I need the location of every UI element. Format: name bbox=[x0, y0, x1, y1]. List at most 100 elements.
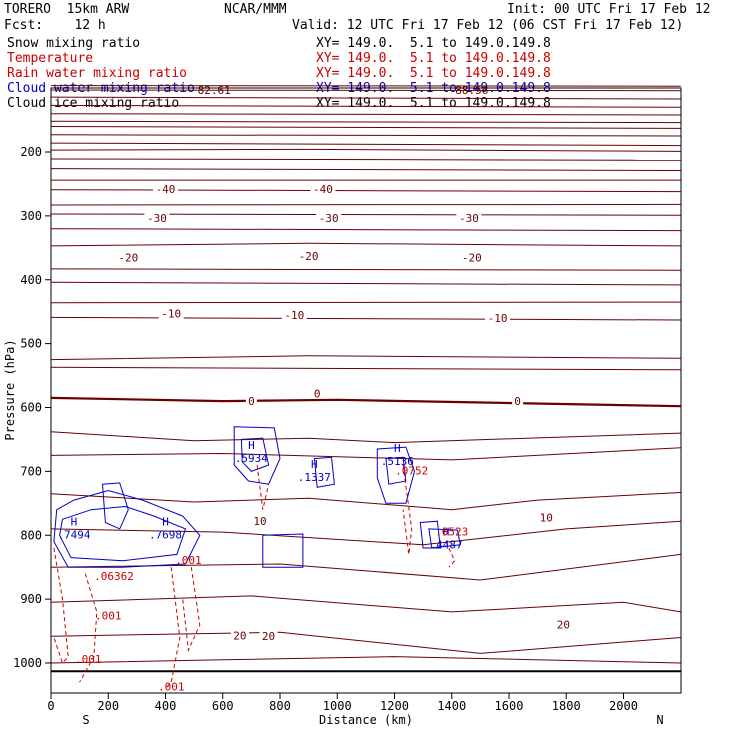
contour-labels: -40 -40 -30 -30 -30 -20 -20 -20 -10 -10 -10 0 0 0 10 10… bbox=[57, 84, 573, 693]
north-label: N bbox=[656, 713, 663, 727]
y-tick-label: 300 bbox=[20, 209, 42, 223]
temperature-label: 0 bbox=[314, 387, 321, 400]
temperature-isotherm bbox=[50, 366, 681, 371]
cloud-water-max-value: .4487 bbox=[429, 538, 462, 551]
x-tick-label: 0 bbox=[47, 699, 54, 713]
temperature-label: -20 bbox=[299, 250, 319, 263]
axis-ticks: 0 200 400 600 800 1000 1200 1400 1600 1800 2000200… bbox=[13, 145, 638, 713]
y-tick-label: 600 bbox=[20, 401, 42, 415]
snow-max-label: 88.56 bbox=[455, 84, 488, 97]
legend-rain-xy: XY= 149.0. 5.1 to 149.0.149.8 bbox=[316, 66, 551, 81]
x-axis-label: Distance (km) bbox=[319, 713, 413, 727]
temperature-label: -20 bbox=[462, 251, 482, 264]
rain-water-contour bbox=[182, 567, 201, 653]
temperature-isotherm bbox=[50, 228, 681, 232]
temperature-isotherm bbox=[50, 158, 681, 161]
y-tick-label: 1000 bbox=[13, 656, 42, 670]
cloud-water-contour bbox=[376, 446, 416, 504]
cloud-water-contour bbox=[313, 456, 335, 488]
temperature-label-bg bbox=[230, 628, 249, 641]
rain-water-contour bbox=[402, 464, 413, 555]
center-label: NCAR/MMM bbox=[224, 2, 287, 17]
temperature-label-bg bbox=[296, 249, 322, 262]
x-tick-label: 1200 bbox=[380, 699, 409, 713]
legend-cloudice-name: Cloud ice mixing ratio bbox=[7, 96, 180, 111]
temperature-label-bg bbox=[115, 250, 141, 263]
y-tick-label: 200 bbox=[20, 145, 42, 159]
x-tick-label: 1400 bbox=[437, 699, 466, 713]
rain-water-contour bbox=[165, 567, 181, 689]
model-title: TORERO 15km ARW bbox=[4, 2, 130, 17]
temperature-isotherm bbox=[50, 281, 681, 286]
rain-water-label: .001 bbox=[175, 554, 202, 567]
temperature-isotherm bbox=[50, 553, 681, 581]
cloud-water-contour bbox=[240, 437, 270, 472]
x-tick-label: 1600 bbox=[495, 699, 524, 713]
rain-water-contour bbox=[79, 573, 98, 683]
legend-rain-name: Rain water mixing ratio bbox=[7, 66, 188, 81]
temperature-label-bg bbox=[554, 617, 573, 630]
temperature-isotherm bbox=[50, 203, 681, 206]
temperature-label: 10 bbox=[253, 515, 266, 528]
x-tick-label: 600 bbox=[212, 699, 234, 713]
south-label: S bbox=[82, 713, 89, 727]
temperature-isotherm bbox=[50, 189, 681, 193]
x-tick-label: 1800 bbox=[552, 699, 581, 713]
temperature-label: -40 bbox=[156, 183, 176, 196]
temperature-label: 20 bbox=[233, 630, 246, 643]
temperature-isotherm bbox=[50, 301, 681, 304]
temperature-isotherm bbox=[50, 656, 681, 664]
y-tick-label: 800 bbox=[20, 528, 42, 542]
temperature-label: -10 bbox=[284, 309, 304, 322]
temperature-label: -10 bbox=[161, 308, 181, 321]
temperature-label: 0 bbox=[514, 395, 521, 408]
x-tick-label: 800 bbox=[269, 699, 291, 713]
temperature-isotherm bbox=[50, 431, 681, 444]
cloud-water-contour bbox=[419, 520, 441, 549]
init-time: Init: 00 UTC Fri 17 Feb 12 bbox=[507, 2, 711, 17]
rain-water-contour bbox=[256, 464, 270, 510]
temperature-isotherm bbox=[50, 134, 681, 137]
temperature-label: -40 bbox=[313, 183, 333, 196]
snow-max-label: 82.61 bbox=[198, 84, 231, 97]
temperature-label: -30 bbox=[147, 212, 167, 225]
rain-water-contour bbox=[53, 547, 69, 664]
temperature-label-bg bbox=[250, 514, 269, 527]
rain-water-label: .0523 bbox=[435, 525, 468, 538]
temperature-isotherm bbox=[50, 492, 681, 511]
temperature-label-bg bbox=[456, 210, 482, 223]
temperature-label-bg bbox=[153, 182, 178, 195]
temperature-label-bg bbox=[259, 629, 278, 642]
temperature-isotherm bbox=[50, 148, 681, 152]
rain-water-label: .001 bbox=[95, 610, 122, 623]
temperature-label: 10 bbox=[540, 511, 553, 524]
temperature-isotherm bbox=[50, 104, 681, 108]
temperature-isotherm bbox=[50, 242, 681, 247]
cloud-water-max-marker: H bbox=[248, 439, 255, 452]
temperature-label: -20 bbox=[118, 251, 138, 264]
temperature-isotherm bbox=[50, 396, 681, 408]
rain-water-contour bbox=[445, 541, 456, 568]
plot-frame bbox=[50, 87, 682, 694]
cloud-water-contour bbox=[101, 482, 129, 530]
temperature-isotherm bbox=[50, 113, 681, 116]
temperature-label-bg bbox=[537, 510, 556, 523]
temperature-isotherm bbox=[50, 120, 681, 124]
y-tick-label: 700 bbox=[20, 464, 42, 478]
temperature-label: -10 bbox=[488, 312, 508, 325]
temperature-label: -30 bbox=[459, 212, 479, 225]
rain-water-label: .0752 bbox=[395, 465, 428, 478]
x-tick-label: 400 bbox=[155, 699, 177, 713]
temperature-label-bg bbox=[158, 306, 184, 319]
rain-water-label: .001 bbox=[158, 680, 185, 693]
cloud-water-max-value: .1337 bbox=[298, 471, 331, 484]
forecast-hour: Fcst: 12 h bbox=[4, 18, 106, 33]
temperature-isotherm bbox=[50, 595, 681, 613]
cloud-water-max-marker: H bbox=[71, 516, 78, 529]
cloud-water-contour bbox=[262, 533, 304, 568]
temperature-label: 20 bbox=[262, 630, 275, 643]
temperature-isotherm bbox=[50, 520, 681, 546]
temperature-label-bg bbox=[459, 250, 485, 263]
temperature-isotherm bbox=[50, 85, 681, 87]
